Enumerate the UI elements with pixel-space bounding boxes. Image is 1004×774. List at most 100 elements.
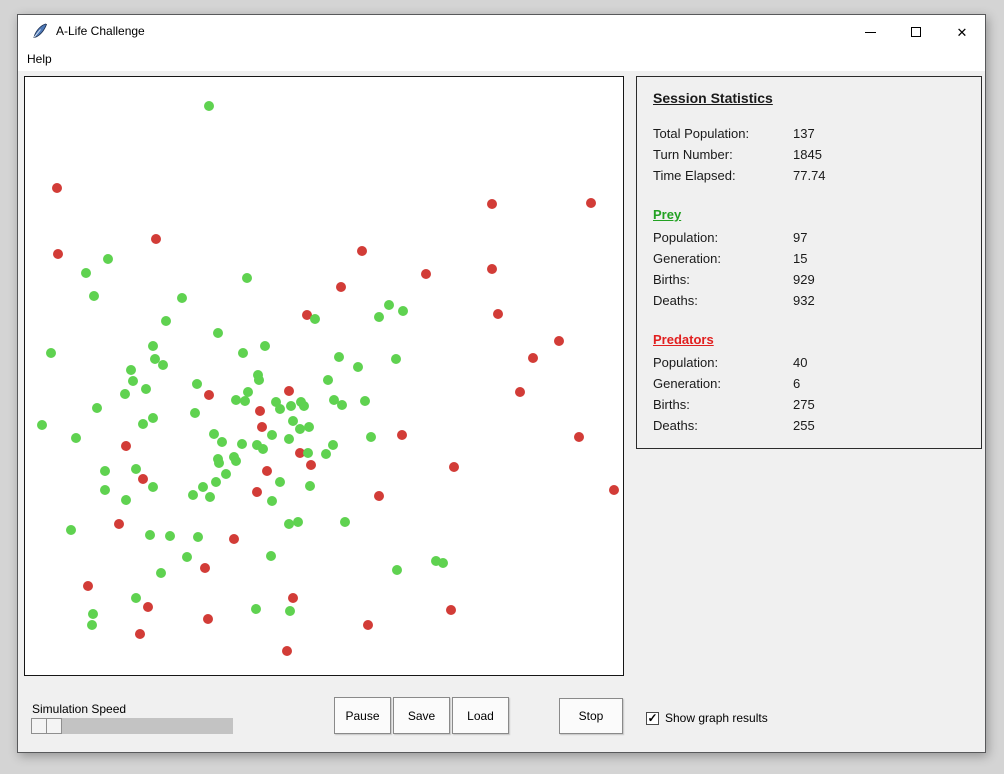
prey-dot — [177, 293, 187, 303]
predator-dot — [138, 474, 148, 484]
predator-dot — [282, 646, 292, 656]
prey-dot — [126, 365, 136, 375]
prey-dot — [217, 437, 227, 447]
prey-dot — [243, 387, 253, 397]
pause-button[interactable]: Pause — [334, 697, 391, 734]
predator-dot — [487, 264, 497, 274]
caption-buttons: ✕ — [847, 15, 985, 49]
predator-dot — [493, 309, 503, 319]
prey-dot — [305, 481, 315, 491]
predator-dot — [83, 581, 93, 591]
predator-dot — [528, 353, 538, 363]
session-statistics-panel: Session Statistics Total Population: 137 T… — [636, 76, 982, 449]
prey-dot — [252, 440, 262, 450]
minimize-button[interactable] — [847, 15, 893, 49]
prey-dot — [103, 254, 113, 264]
prey-dot — [188, 490, 198, 500]
prey-dot — [214, 458, 224, 468]
prey-dot — [92, 403, 102, 413]
prey-dot — [240, 396, 250, 406]
stat-row: Deaths: 932 — [653, 293, 815, 308]
prey-dot — [304, 422, 314, 432]
prey-dot — [204, 101, 214, 111]
prey-dot — [231, 395, 241, 405]
predator-dot — [336, 282, 346, 292]
prey-dot — [182, 552, 192, 562]
predator-dot — [449, 462, 459, 472]
prey-dot — [374, 312, 384, 322]
prey-dot — [237, 439, 247, 449]
stat-row: Population: 97 — [653, 230, 808, 245]
prey-dot — [87, 620, 97, 630]
prey-dot — [275, 404, 285, 414]
prey-dot — [238, 348, 248, 358]
prey-dot — [120, 389, 130, 399]
prey-dot — [293, 517, 303, 527]
predator-dot — [586, 198, 596, 208]
prey-dot — [258, 444, 268, 454]
prey-dot — [193, 532, 203, 542]
title-bar[interactable]: A-Life Challenge ✕ — [18, 15, 985, 49]
prey-dot — [328, 440, 338, 450]
save-button[interactable]: Save — [393, 697, 450, 734]
prey-dot — [145, 530, 155, 540]
prey-dot — [81, 268, 91, 278]
stat-row: Generation: 6 — [653, 376, 801, 391]
prey-dot — [284, 519, 294, 529]
predator-dot — [53, 249, 63, 259]
tk-feather-icon — [33, 23, 48, 39]
predator-rows: Population: 40 Generation: 6 Births: 275 Death… — [653, 352, 965, 436]
predator-dot — [609, 485, 619, 495]
prey-dot — [211, 477, 221, 487]
prey-dot — [213, 328, 223, 338]
prey-dot — [398, 306, 408, 316]
predator-dot — [363, 620, 373, 630]
prey-rows: Population: 97 Generation: 15 Births: 929 Deat… — [653, 227, 965, 311]
stat-row: Generation: 15 — [653, 251, 808, 266]
slider-handle[interactable] — [31, 718, 62, 734]
prey-dot — [392, 565, 402, 575]
prey-dot — [251, 604, 261, 614]
prey-dot — [284, 434, 294, 444]
simulation-speed-slider[interactable] — [31, 718, 233, 734]
prey-dot — [37, 420, 47, 430]
maximize-button[interactable] — [893, 15, 939, 49]
simulation-canvas[interactable] — [24, 76, 624, 676]
prey-dot — [391, 354, 401, 364]
predator-dot — [446, 605, 456, 615]
prey-dot — [242, 273, 252, 283]
minimize-icon — [864, 31, 876, 33]
checkmark-icon: ✓ — [647, 711, 658, 725]
show-graph-checkbox[interactable]: ✓ — [646, 711, 659, 725]
prey-dot — [221, 469, 231, 479]
load-button[interactable]: Load — [452, 697, 509, 734]
prey-dot — [148, 413, 158, 423]
prey-dot — [198, 482, 208, 492]
prey-dot — [303, 448, 313, 458]
predator-dot — [143, 602, 153, 612]
predator-dot — [487, 199, 497, 209]
predator-dot — [229, 534, 239, 544]
predator-dot — [397, 430, 407, 440]
prey-dot — [288, 416, 298, 426]
show-graph-checkbox-row[interactable]: ✓ Show graph results — [646, 711, 768, 725]
prey-dot — [100, 466, 110, 476]
stop-button[interactable]: Stop — [559, 698, 623, 734]
prey-dot — [266, 551, 276, 561]
app-window: A-Life Challenge ✕ Help Session Statisti… — [17, 14, 986, 753]
predator-dot — [200, 563, 210, 573]
predator-dot — [554, 336, 564, 346]
prey-dot — [165, 531, 175, 541]
prey-dot — [148, 341, 158, 351]
predator-dot — [515, 387, 525, 397]
prey-dot — [271, 397, 281, 407]
predator-dot — [252, 487, 262, 497]
prey-dot — [231, 456, 241, 466]
menu-item-help[interactable]: Help — [27, 52, 52, 66]
prey-dot — [337, 400, 347, 410]
prey-dot — [321, 449, 331, 459]
close-button[interactable]: ✕ — [939, 15, 985, 49]
prey-dot — [275, 477, 285, 487]
prey-dot — [431, 556, 441, 566]
predator-dot — [203, 614, 213, 624]
